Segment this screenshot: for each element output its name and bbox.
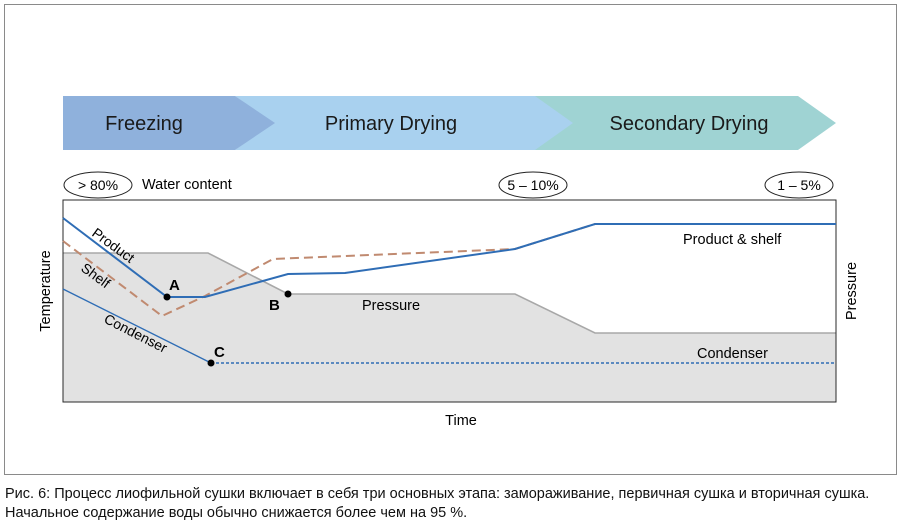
phase-label-secondary: Secondary Drying — [610, 113, 769, 135]
phase-arrow-freezing — [63, 96, 275, 150]
figure-frame: Freezing Primary Drying Secondary Drying… — [4, 4, 897, 475]
axis-right-title: Pressure — [844, 262, 860, 320]
water-badge-end — [764, 171, 834, 199]
point-a-marker — [163, 293, 171, 301]
water-content-mid: 5 – 10% — [507, 177, 558, 193]
point-a-label: A — [169, 277, 180, 294]
water-content-end: 1 – 5% — [777, 177, 821, 193]
figure-caption: Рис. 6: Процесс лиофильной сушки включае… — [5, 486, 870, 521]
water-content-label: Water content — [142, 177, 232, 193]
axis-left-title: Temperature — [38, 250, 54, 331]
point-b-label: B — [269, 297, 280, 314]
phase-arrow-secondary — [525, 96, 836, 150]
phase-label-freezing: Freezing — [105, 113, 183, 135]
water-badge-start — [63, 171, 133, 199]
pressure-curve — [63, 252, 836, 334]
phase-label-primary: Primary Drying — [325, 113, 457, 135]
product-shelf-label: Product & shelf — [683, 232, 782, 248]
lyophilization-diagram: Freezing Primary Drying Secondary Drying… — [38, 96, 860, 429]
pressure-label: Pressure — [362, 298, 420, 314]
pressure-area — [63, 253, 836, 402]
water-badge-mid — [498, 171, 568, 199]
point-b-marker — [284, 290, 292, 298]
point-c-marker — [207, 359, 215, 367]
phase-arrow-primary — [235, 96, 573, 150]
condenser-curve-slope — [62, 288, 212, 364]
condenser-right-label: Condenser — [697, 346, 768, 362]
axis-bottom-title: Time — [445, 413, 477, 429]
product-curve — [62, 217, 836, 298]
water-content-start: > 80% — [78, 177, 118, 193]
plot-border — [62, 199, 837, 403]
point-c-label: C — [214, 344, 225, 361]
